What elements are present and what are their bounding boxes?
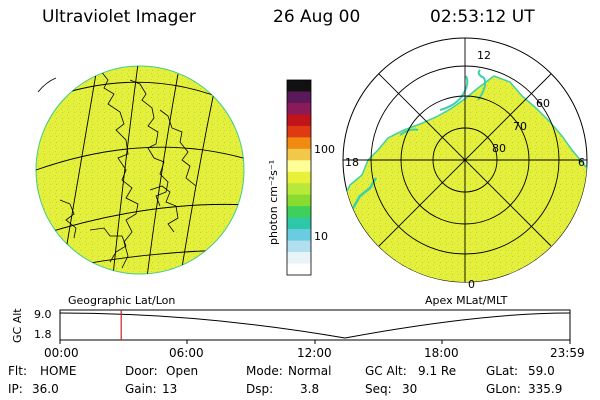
timeline-tick-1200: 12:00 (297, 346, 332, 360)
lat-60-label: 60 (536, 97, 550, 110)
lat-70-label: 70 (513, 120, 527, 133)
geographic-image-panel (35, 65, 245, 275)
mlt-6-label: 6 (578, 156, 585, 169)
colorbar-segment (287, 194, 311, 207)
glat-label: GLat: (486, 364, 519, 378)
ip-value: 36.0 (32, 382, 59, 396)
colorbar-segment (287, 80, 311, 93)
colorbar-segment (287, 206, 311, 219)
coastline (59, 69, 197, 269)
glon-label: GLon: (486, 382, 521, 396)
colorbar-segment (287, 114, 311, 127)
colorbar-segment (287, 137, 311, 150)
colorbar-tick-10: 10 (314, 230, 328, 243)
flt-value: HOME (40, 364, 77, 378)
date-label: 26 Aug 00 (273, 7, 361, 27)
time-label: 02:53:12 UT (430, 7, 535, 27)
colorbar-segment (287, 125, 311, 138)
gain-value: 13 (162, 382, 178, 396)
dsp-label: Dsp: (246, 382, 274, 396)
timeline-tick-0600: 06:00 (169, 346, 204, 360)
door-value: Open (166, 364, 199, 378)
mode-value: Normal (288, 364, 332, 378)
polar-image-panel (342, 37, 588, 283)
colorbar-frame (286, 79, 312, 276)
altitude-curve (59, 312, 571, 339)
colorbar-tick-100: 100 (314, 143, 335, 156)
colorbar-segment (287, 183, 311, 196)
colorbar (286, 79, 312, 276)
timeline-tick-0000: 00:00 (44, 346, 79, 360)
colorbar-segment (287, 160, 311, 173)
colorbar-segment (287, 229, 311, 242)
colorbar-segment (287, 240, 311, 253)
seq-value: 30 (402, 382, 418, 396)
flt-label: Flt: (8, 364, 27, 378)
geographic-caption: Geographic Lat/Lon (68, 294, 176, 307)
apex-caption: Apex MLat/MLT (425, 294, 508, 307)
mlt-0-label: 0 (468, 278, 475, 291)
door-label: Door: (125, 364, 158, 378)
timeline-tick-1800: 18:00 (424, 346, 459, 360)
colorbar-segment (287, 102, 311, 116)
mlt-12-label: 12 (477, 49, 491, 62)
colorbar-segment (287, 91, 311, 104)
timeline-ylabel: GC Alt (11, 308, 24, 343)
glon-value: 335.9 (528, 382, 563, 396)
gcalt-label: GC Alt: (365, 364, 407, 378)
colorbar-segment (287, 263, 311, 276)
dsp-value: 3.8 (300, 382, 320, 396)
colorbar-segment (287, 217, 311, 230)
mlt-18-label: 18 (345, 156, 359, 169)
timeline-tick-2359: 23:59 (550, 346, 585, 360)
timeline-y-bottom: 1.8 (34, 328, 52, 341)
colorbar-segment (287, 252, 311, 265)
ip-label: IP: (8, 382, 23, 396)
lat-80-label: 80 (492, 142, 506, 155)
colorbar-segment (287, 148, 311, 161)
colorbar-unit-label: photon cm⁻²s⁻¹ (267, 159, 280, 245)
timeline-y-top: 9.0 (34, 308, 52, 321)
glat-value: 59.0 (528, 364, 555, 378)
altitude-timeline (59, 309, 571, 344)
polar-grid (343, 38, 587, 282)
gcalt-value: 9.1 Re (418, 364, 457, 378)
seq-label: Seq: (365, 382, 392, 396)
instrument-title: Ultraviolet Imager (42, 7, 196, 27)
gain-label: Gain: (125, 382, 157, 396)
colorbar-segment (287, 171, 311, 184)
mode-label: Mode: (246, 364, 283, 378)
